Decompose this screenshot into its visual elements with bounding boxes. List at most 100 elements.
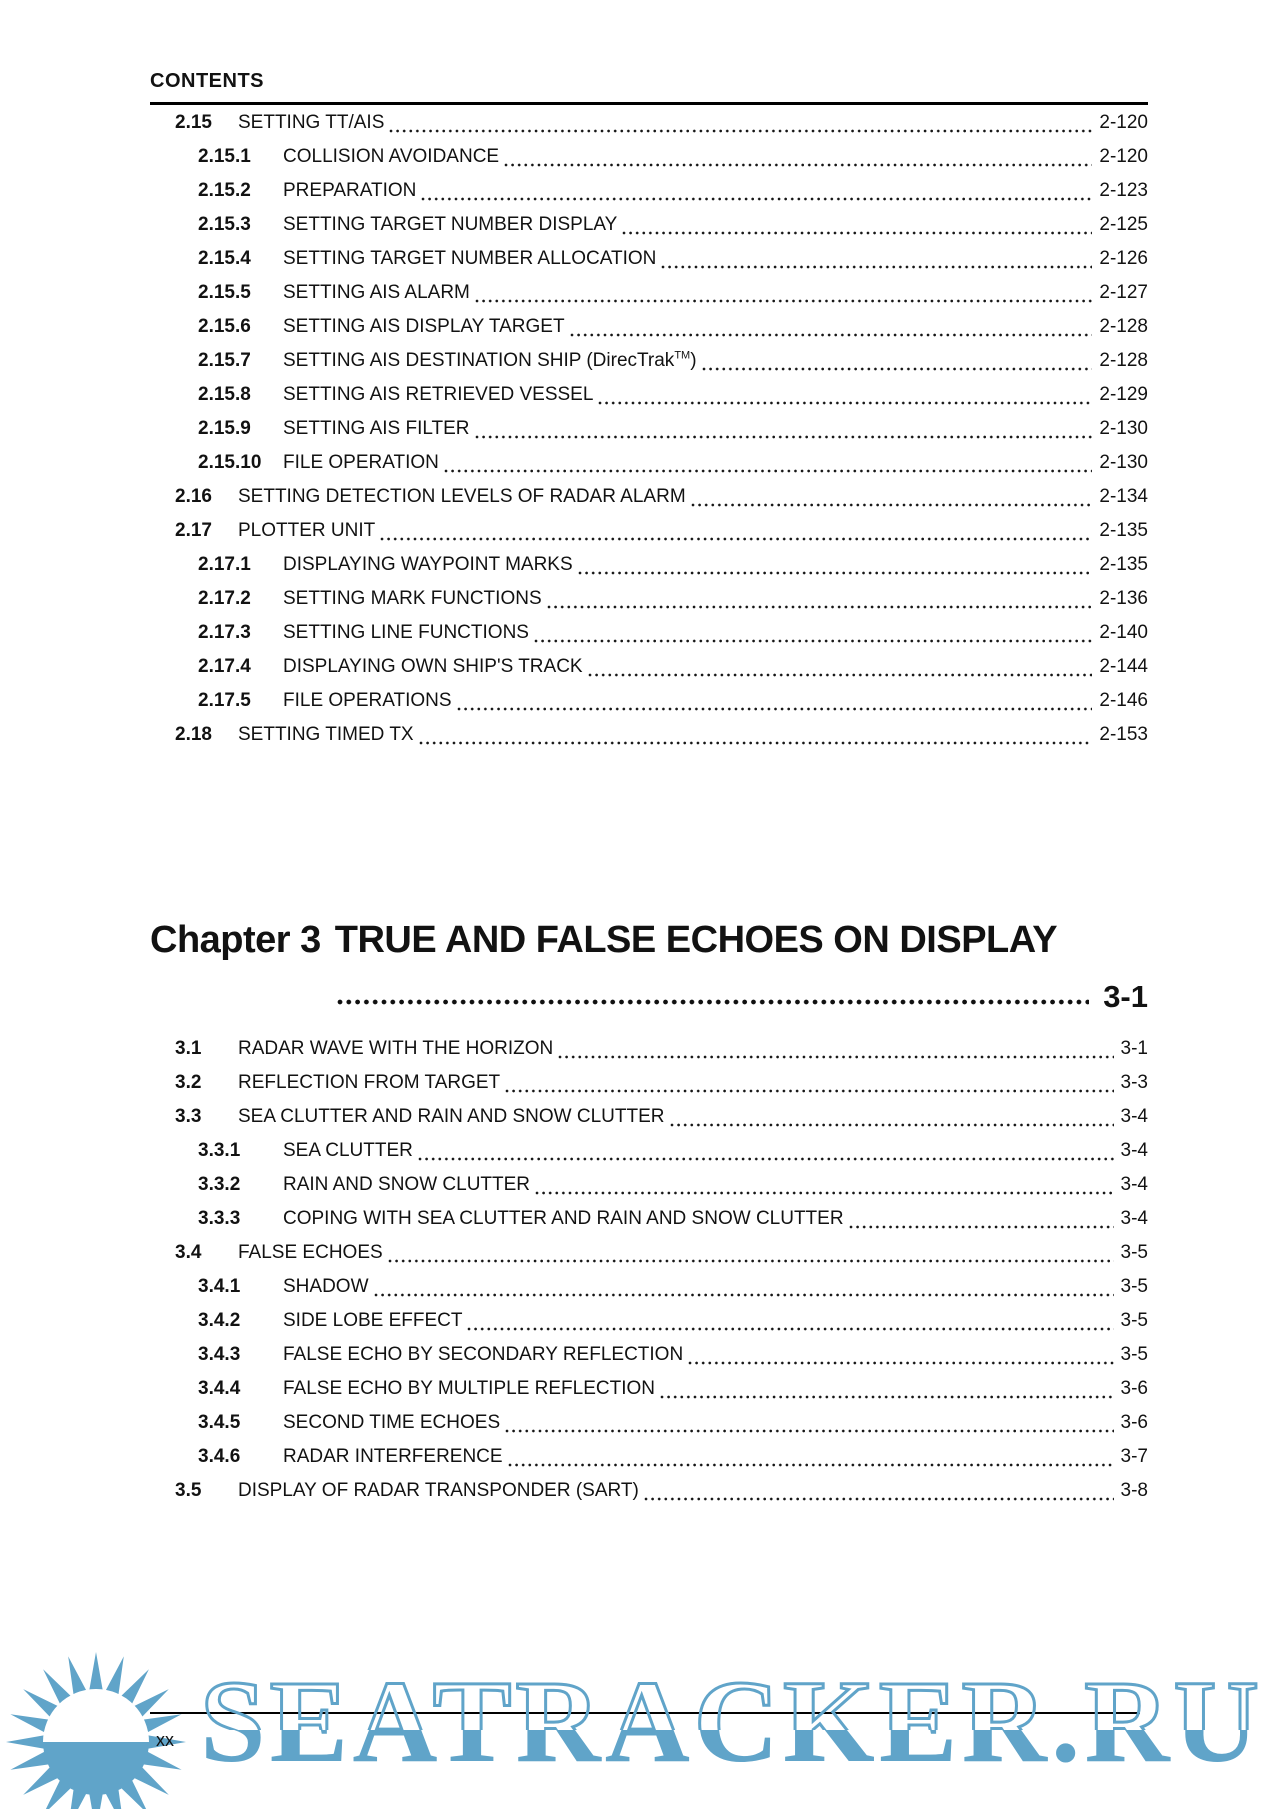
entry-title: RAIN AND SNOW CLUTTER: [283, 1174, 531, 1195]
entry-page-number: 3-4: [1120, 1106, 1148, 1127]
entry-title: SETTING TARGET NUMBER ALLOCATION: [283, 248, 657, 269]
dotted-leader: [848, 1225, 1114, 1229]
entry-title: SETTING MARK FUNCTIONS: [283, 588, 542, 609]
chapter-page-leader: 3-1: [150, 976, 1148, 1012]
dotted-leader: [373, 1293, 1114, 1297]
toc-entry: 3.4.4 FALSE ECHO BY MULTIPLE REFLECTION 3-…: [150, 1372, 1148, 1406]
chapter-page-number: 3-1: [1103, 979, 1148, 1014]
entry-title: SETTING DETECTION LEVELS OF RADAR ALARM: [238, 486, 686, 507]
dotted-leader: [661, 265, 1093, 269]
entry-title: PREPARATION: [283, 180, 417, 201]
entry-title: RADAR WAVE WITH THE HORIZON: [238, 1038, 554, 1059]
entry-number: 3.4.3: [198, 1344, 241, 1365]
toc-entry: 3.3.1 SEA CLUTTER 3-4: [150, 1134, 1148, 1168]
entry-number: 2.15.4: [198, 248, 251, 269]
entry-number: 2.16: [175, 486, 212, 507]
entry-title: RADAR INTERFERENCE: [283, 1446, 503, 1467]
watermark-text-fill: SEATRACKER.RU: [200, 1656, 1263, 1787]
toc-entry: 3.5 DISPLAY OF RADAR TRANSPONDER (SART) 3-…: [150, 1474, 1148, 1508]
toc-entry: 2.17.2 SETTING MARK FUNCTIONS 2-136: [150, 582, 1148, 616]
dotted-leader: [690, 503, 1093, 507]
chapter-leader-dots: [337, 999, 1090, 1005]
entry-page-number: 3-5: [1120, 1310, 1148, 1331]
toc-entry: 3.4 FALSE ECHOES 3-5: [150, 1236, 1148, 1270]
entry-page-number: 2-120: [1099, 146, 1148, 167]
dotted-leader: [535, 1191, 1114, 1195]
toc-entry: 2.15.5 SETTING AIS ALARM 2-127: [150, 276, 1148, 310]
entry-title: COLLISION AVOIDANCE: [283, 146, 500, 167]
watermark-text: SEATRACKER.RU SEATRACKER.RU: [200, 1663, 1263, 1781]
contents-title: CONTENTS: [150, 70, 1148, 105]
entry-title: DISPLAYING WAYPOINT MARKS: [283, 554, 573, 575]
toc-entry: 2.15.2 PREPARATION 2-123: [150, 174, 1148, 208]
entry-title: PLOTTER UNIT: [238, 520, 376, 541]
toc-entry: 2.16 SETTING DETECTION LEVELS OF RADAR AL…: [150, 480, 1148, 514]
entry-number: 2.15.1: [198, 146, 251, 167]
chapter-heading: Chapter 3 TRUE AND FALSE ECHOES ON DISPL…: [150, 919, 1058, 963]
entry-title: SETTING TT/AIS: [238, 112, 385, 133]
entry-number: 2.15.6: [198, 316, 251, 337]
entry-number: 2.17.2: [198, 588, 251, 609]
entry-number: 3.4: [175, 1242, 202, 1263]
entry-page-number: 2-130: [1099, 418, 1148, 439]
entry-page-number: 2-123: [1099, 180, 1148, 201]
dotted-leader: [417, 1157, 1114, 1161]
entry-number: 2.15.7: [198, 350, 251, 371]
toc-entry: 3.4.1 SHADOW 3-5: [150, 1270, 1148, 1304]
entry-page-number: 3-5: [1120, 1242, 1148, 1263]
toc-entry: 3.3.2 RAIN AND SNOW CLUTTER 3-4: [150, 1168, 1148, 1202]
toc-entry: 2.15.8 SETTING AIS RETRIEVED VESSEL 2-129: [150, 378, 1148, 412]
entry-title: COPING WITH SEA CLUTTER AND RAIN AND SNO…: [283, 1208, 844, 1229]
dotted-leader: [622, 231, 1093, 235]
entry-page-number: 2-134: [1099, 486, 1148, 507]
entry-page-number: 3-8: [1120, 1480, 1148, 1501]
entry-number: 2.15.2: [198, 180, 251, 201]
toc-entry: 2.15.7 SETTING AIS DESTINATION SHIP (Dire…: [150, 344, 1148, 378]
entry-title: FALSE ECHOES: [238, 1242, 383, 1263]
entry-page-number: 3-4: [1120, 1208, 1148, 1229]
dotted-leader: [688, 1361, 1114, 1365]
toc-entry: 3.3 SEA CLUTTER AND RAIN AND SNOW CLUTTER…: [150, 1100, 1148, 1134]
entry-page-number: 3-5: [1120, 1276, 1148, 1297]
entry-page-number: 2-129: [1099, 384, 1148, 405]
entry-number: 2.15.9: [198, 418, 251, 439]
entry-page-number: 2-140: [1099, 622, 1148, 643]
entry-page-number: 3-1: [1120, 1038, 1148, 1059]
entry-title: SETTING AIS DESTINATION SHIP (DirecTrakT…: [283, 349, 697, 371]
entry-title: FILE OPERATION: [283, 452, 439, 473]
toc-entry: 2.17.3 SETTING LINE FUNCTIONS 2-140: [150, 616, 1148, 650]
entry-number: 2.15: [175, 112, 212, 133]
entry-number: 2.15.5: [198, 282, 251, 303]
entry-page-number: 2-146: [1099, 690, 1148, 711]
dotted-leader: [474, 435, 1093, 439]
toc-entry: 3.4.2 SIDE LOBE EFFECT 3-5: [150, 1304, 1148, 1338]
dotted-leader: [643, 1497, 1114, 1501]
entry-number: 2.17: [175, 520, 212, 541]
dotted-leader: [701, 367, 1093, 371]
entry-page-number: 2-125: [1099, 214, 1148, 235]
footer-rule: [150, 1712, 1140, 1714]
dotted-leader: [467, 1327, 1114, 1331]
entry-page-number: 3-3: [1120, 1072, 1148, 1093]
dotted-leader: [421, 197, 1093, 201]
entry-page-number: 3-4: [1120, 1174, 1148, 1195]
dotted-leader: [504, 163, 1093, 167]
entry-number: 3.1: [175, 1038, 202, 1059]
toc-entry: 2.15.1 COLLISION AVOIDANCE 2-120: [150, 140, 1148, 174]
toc-entry: 3.4.5 SECOND TIME ECHOES 3-6: [150, 1406, 1148, 1440]
entry-number: 2.17.3: [198, 622, 251, 643]
dotted-leader: [505, 1429, 1114, 1433]
entry-title: FILE OPERATIONS: [283, 690, 452, 711]
entry-number: 2.17.4: [198, 656, 251, 677]
entry-title: SETTING AIS ALARM: [283, 282, 470, 303]
entry-page-number: 2-135: [1099, 554, 1148, 575]
entry-page-number: 2-128: [1099, 350, 1148, 371]
dotted-leader: [533, 639, 1093, 643]
entry-number: 3.3.2: [198, 1174, 241, 1195]
entry-title: DISPLAY OF RADAR TRANSPONDER (SART): [238, 1480, 639, 1501]
dotted-leader: [669, 1123, 1114, 1127]
toc-entry: 2.15.10 FILE OPERATION 2-130: [150, 446, 1148, 480]
chapter-title: TRUE AND FALSE ECHOES ON DISPLAY: [334, 919, 1058, 962]
toc-section-chapter3: 3.1 RADAR WAVE WITH THE HORIZON 3-1 3.2 REFL…: [150, 1032, 1148, 1508]
